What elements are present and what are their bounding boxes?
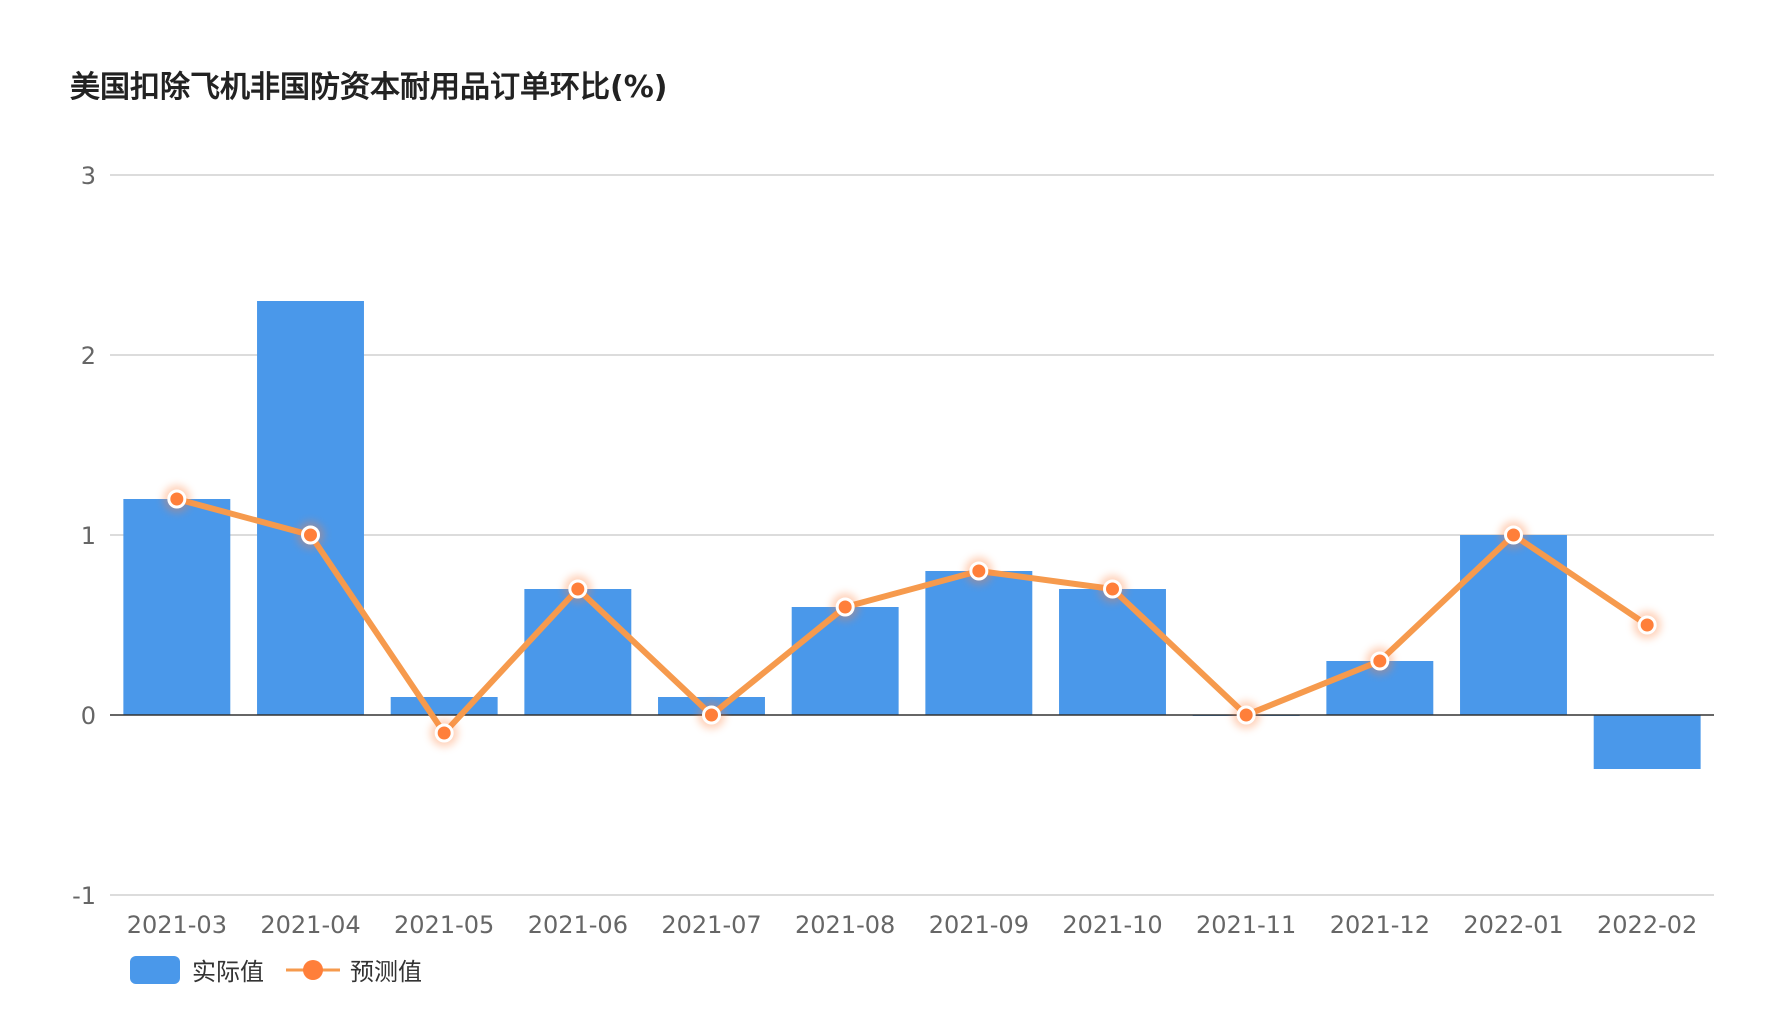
x-tick-label: 2021-12 xyxy=(1330,911,1430,939)
legend-label-forecast: 预测值 xyxy=(350,958,422,986)
bar xyxy=(925,571,1033,715)
bar xyxy=(257,301,364,715)
y-tick-label: 3 xyxy=(81,162,96,190)
legend-label-actual: 实际值 xyxy=(192,958,264,986)
y-tick-label: 1 xyxy=(81,522,96,550)
forecast-point xyxy=(835,597,855,617)
y-tick-label: 2 xyxy=(81,342,96,370)
bar xyxy=(791,607,899,715)
x-tick-label: 2022-02 xyxy=(1597,911,1697,939)
bar xyxy=(524,589,632,715)
forecast-point xyxy=(301,525,320,545)
legend-item-forecast[interactable]: 预测值 xyxy=(286,952,422,987)
x-tick-label: 2021-03 xyxy=(127,911,227,939)
forecast-point xyxy=(1504,525,1523,545)
x-tick-label: 2021-04 xyxy=(260,911,360,939)
bar xyxy=(123,499,231,715)
x-tick-label: 2021-10 xyxy=(1062,911,1162,939)
forecast-point xyxy=(702,705,721,725)
forecast-point xyxy=(969,561,989,581)
x-tick-label: 2021-11 xyxy=(1196,911,1296,939)
x-tick-label: 2021-08 xyxy=(795,911,895,939)
legend: 实际值 预测值 xyxy=(130,952,444,987)
line-series xyxy=(162,485,1662,747)
bar xyxy=(390,697,498,715)
forecast-point xyxy=(1236,705,1256,725)
gridlines xyxy=(110,174,1714,896)
bar xyxy=(1593,715,1701,769)
chart-title: 美国扣除飞机非国防资本耐用品订单环比(%) xyxy=(70,70,668,105)
forecast-line xyxy=(173,496,1651,736)
forecast-point xyxy=(1370,651,1390,671)
forecast-point xyxy=(167,489,187,509)
x-tick-label: 2021-07 xyxy=(661,911,761,939)
y-tick-label: 0 xyxy=(81,702,96,730)
x-tick-label: 2021-06 xyxy=(528,911,628,939)
forecast-point xyxy=(568,579,588,599)
bar xyxy=(1059,589,1166,715)
legend-bar-swatch xyxy=(130,955,180,984)
legend-line-swatch xyxy=(286,959,340,980)
x-tick-label: 2022-01 xyxy=(1463,911,1563,939)
legend-item-actual[interactable]: 实际值 xyxy=(130,952,264,987)
x-tick-label: 2021-05 xyxy=(394,911,494,939)
x-axis-ticks: 2021-03 2021-04 2021-05 2021-06 2021-07 2021-… xyxy=(127,911,1698,939)
y-axis-ticks: 3 2 1 0 -1 xyxy=(72,162,96,910)
forecast-point xyxy=(434,723,454,743)
x-tick-label: 2021-09 xyxy=(929,911,1029,939)
forecast-point xyxy=(1103,579,1122,599)
forecast-point xyxy=(1637,615,1657,635)
y-tick-label: -1 xyxy=(72,882,96,910)
